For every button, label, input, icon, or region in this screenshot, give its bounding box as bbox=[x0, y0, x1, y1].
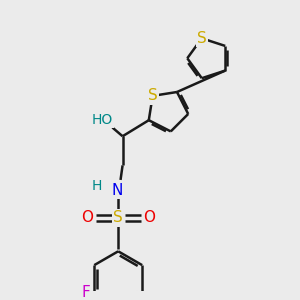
Text: HO: HO bbox=[92, 113, 113, 127]
Text: S: S bbox=[148, 88, 158, 104]
Text: S: S bbox=[113, 210, 123, 225]
Text: H: H bbox=[91, 179, 101, 193]
Text: S: S bbox=[197, 31, 207, 46]
Text: F: F bbox=[82, 285, 91, 300]
Text: O: O bbox=[143, 210, 155, 225]
Text: O: O bbox=[81, 210, 93, 225]
Text: N: N bbox=[111, 183, 122, 198]
